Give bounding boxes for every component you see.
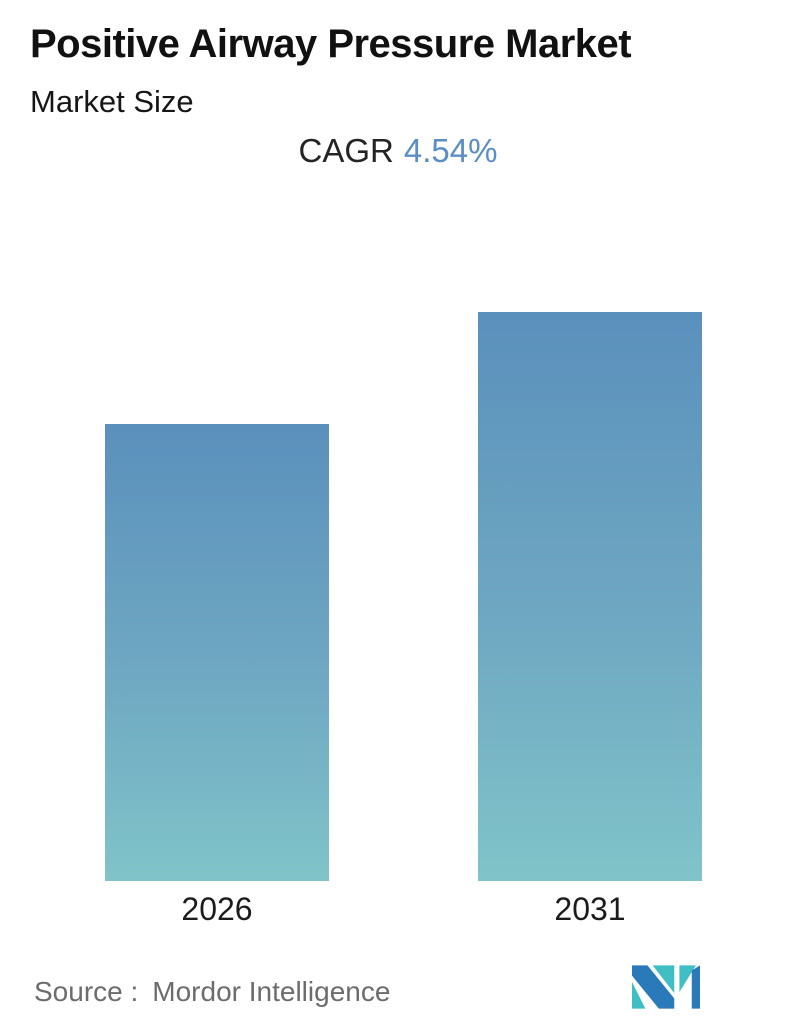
- page-title: Positive Airway Pressure Market: [30, 22, 632, 66]
- bar-2026: [105, 424, 329, 881]
- mordor-logo-icon: [632, 965, 700, 1009]
- bar-2031: [478, 312, 702, 881]
- x-axis-label-2026: 2026: [181, 891, 253, 927]
- chart-subtitle: Market Size: [30, 84, 194, 119]
- cagr-label: CAGR: [298, 132, 394, 169]
- x-axis-label-2031: 2031: [554, 891, 626, 927]
- cagr-annotation: CAGR 4.54%: [0, 132, 796, 170]
- mordor-intelligence-logo: [632, 965, 700, 1009]
- source-attribution: Source : Mordor Intelligence: [34, 976, 390, 1008]
- source-name: Mordor Intelligence: [152, 976, 391, 1007]
- source-label: Source :: [34, 976, 139, 1007]
- cagr-value: 4.54%: [403, 132, 498, 169]
